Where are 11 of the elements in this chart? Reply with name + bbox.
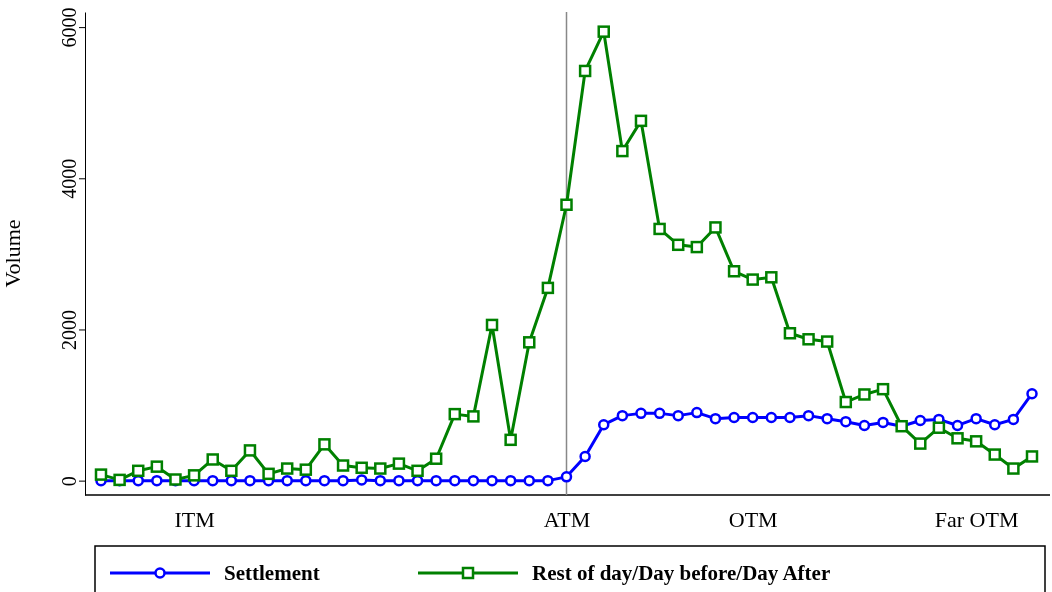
y-axis-title: Volume <box>0 219 25 288</box>
x-tick-label: ATM <box>543 506 591 532</box>
y-tick-label: 4000 <box>58 158 80 199</box>
x-tick-label: OTM <box>728 506 778 532</box>
legend-label: Rest of day/Day before/Day After <box>532 561 831 586</box>
y-tick-label: 6000 <box>58 7 80 48</box>
y-tick-label: 0 <box>58 476 80 487</box>
legend-label: Settlement <box>224 561 320 586</box>
x-tick-label: ITM <box>174 506 215 532</box>
y-tick-label: 2000 <box>58 309 80 350</box>
x-tick-label: Far OTM <box>934 506 1019 532</box>
